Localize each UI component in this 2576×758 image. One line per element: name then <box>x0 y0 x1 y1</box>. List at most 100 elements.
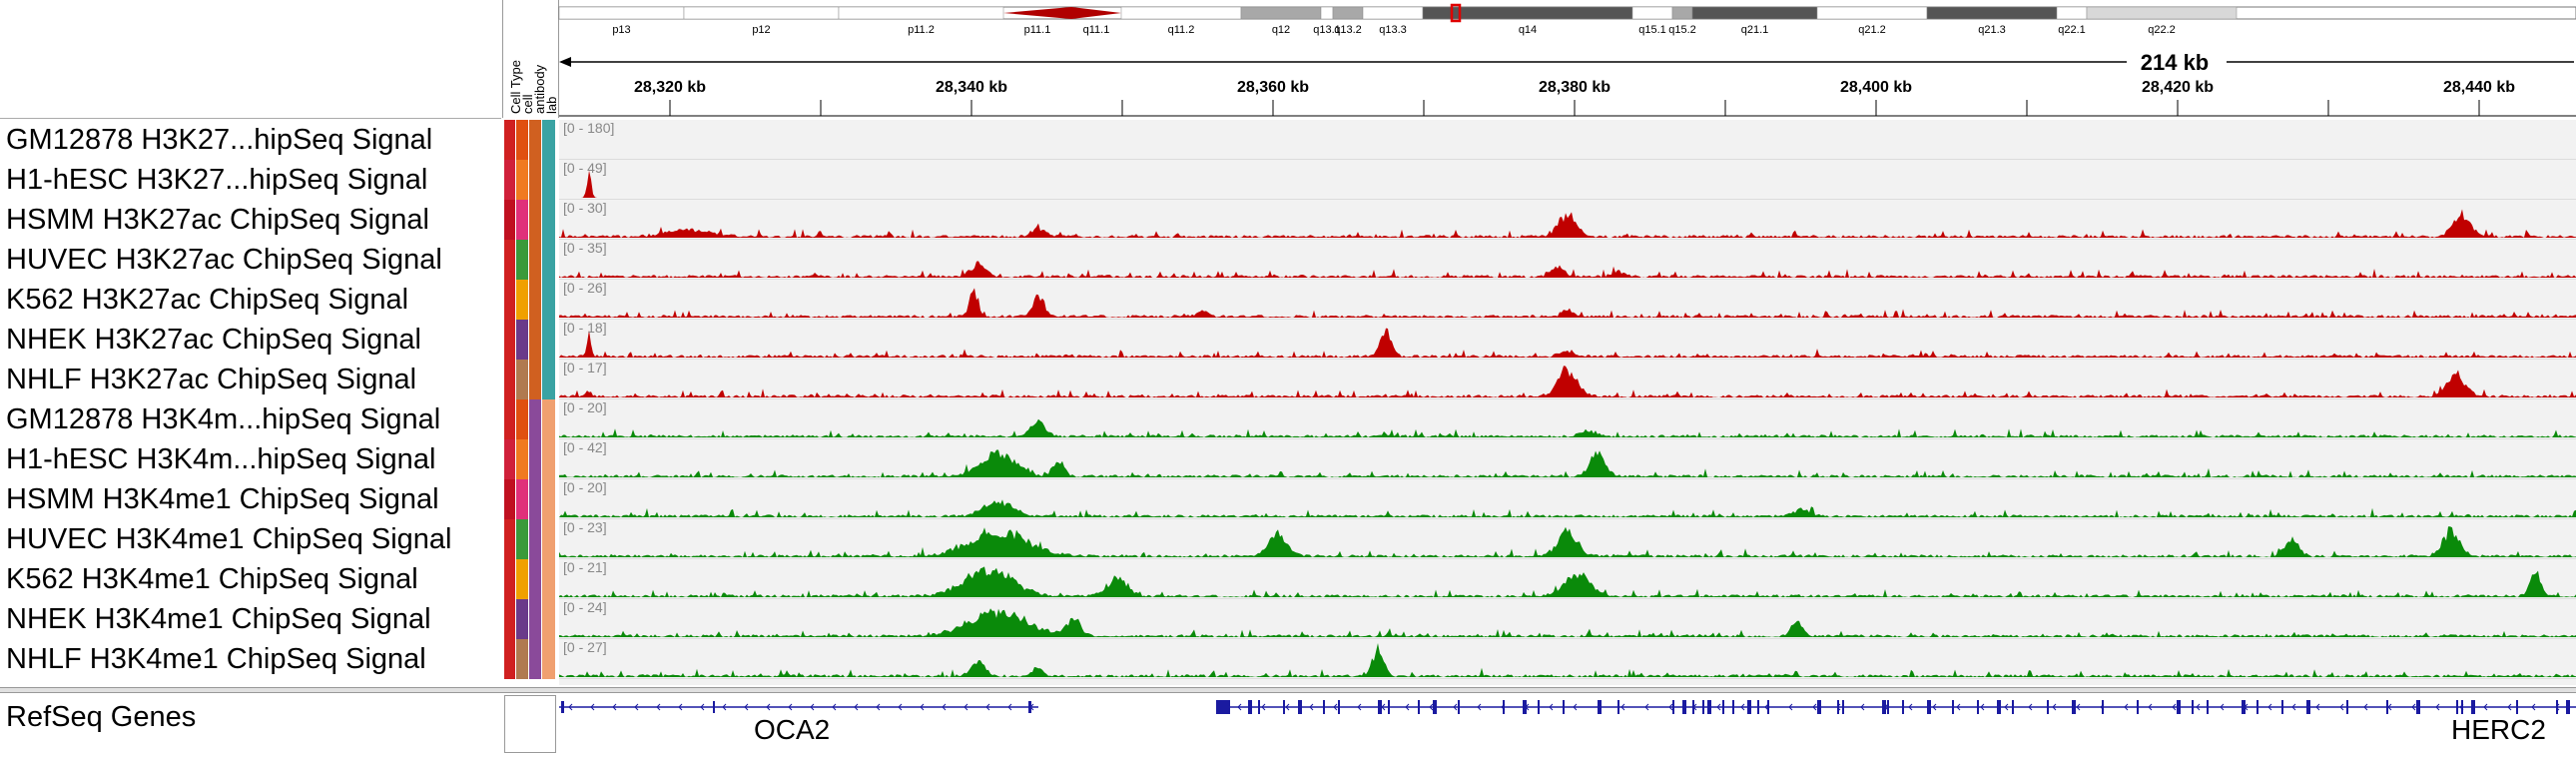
attribute-cell[interactable] <box>542 240 556 280</box>
band-q11.2[interactable] <box>1120 6 1242 20</box>
track-name-4[interactable]: K562 H3K27ac ChipSeq Signal <box>6 284 409 316</box>
attribute-cell[interactable] <box>529 399 542 439</box>
attribute-cell[interactable] <box>529 519 542 559</box>
track-name-6[interactable]: NHLF H3K27ac ChipSeq Signal <box>6 364 417 395</box>
attribute-cell[interactable] <box>504 639 516 679</box>
attribute-cell[interactable] <box>542 439 556 479</box>
band-q13.1[interactable] <box>1320 6 1334 20</box>
signal-track-2[interactable] <box>559 209 2576 240</box>
band-q21.2[interactable] <box>1816 6 1928 20</box>
signal-track-6[interactable] <box>559 366 2576 399</box>
attribute-cell[interactable] <box>542 200 556 240</box>
attribute-cell[interactable] <box>542 280 556 320</box>
band-q11.1[interactable] <box>1071 7 1121 19</box>
attribute-cell[interactable] <box>504 559 516 599</box>
attribute-cell[interactable] <box>516 120 529 160</box>
track-name-1[interactable]: H1-hESC H3K27...hipSeq Signal <box>6 164 428 196</box>
attribute-cell[interactable] <box>516 280 529 320</box>
attribute-cell[interactable] <box>529 320 542 360</box>
band-q21.3[interactable] <box>1926 6 2058 20</box>
attribute-cell[interactable] <box>542 399 556 439</box>
track-name-12[interactable]: NHEK H3K4me1 ChipSeq Signal <box>6 603 431 635</box>
signal-track-10[interactable] <box>559 526 2576 559</box>
band-p11.2[interactable] <box>838 6 1004 20</box>
attribute-cell[interactable] <box>529 479 542 519</box>
attribute-cell[interactable] <box>529 120 542 160</box>
attr-header-lab[interactable]: lab <box>544 96 559 114</box>
attribute-cell[interactable] <box>529 639 542 679</box>
track-name-7[interactable]: GM12878 H3K4m...hipSeq Signal <box>6 403 441 435</box>
band-q15.2[interactable] <box>1671 6 1693 20</box>
attribute-cell[interactable] <box>542 120 556 160</box>
track-name-8[interactable]: H1-hESC H3K4m...hipSeq Signal <box>6 443 436 475</box>
attribute-cell[interactable] <box>529 200 542 240</box>
refseq-gene-panel[interactable]: OCA2 HERC2 <box>559 693 2576 753</box>
track-name-10[interactable]: HUVEC H3K4me1 ChipSeq Signal <box>6 523 452 555</box>
track-name-9[interactable]: HSMM H3K4me1 ChipSeq Signal <box>6 483 439 515</box>
attribute-cell[interactable] <box>516 360 529 399</box>
attribute-cell[interactable] <box>516 240 529 280</box>
attribute-cell[interactable] <box>542 360 556 399</box>
band-q15.1[interactable] <box>1631 6 1673 20</box>
attribute-cell[interactable] <box>529 360 542 399</box>
attribute-cell[interactable] <box>529 280 542 320</box>
attribute-cell[interactable] <box>504 160 516 200</box>
attribute-cell[interactable] <box>529 160 542 200</box>
attribute-cell[interactable] <box>542 320 556 360</box>
attribute-cell[interactable] <box>542 639 556 679</box>
signal-track-12[interactable] <box>559 608 2576 639</box>
signal-track-7[interactable] <box>559 418 2576 439</box>
attribute-cell[interactable] <box>516 200 529 240</box>
attribute-cell[interactable] <box>516 439 529 479</box>
attribute-cell[interactable] <box>504 399 516 439</box>
attribute-cell[interactable] <box>516 519 529 559</box>
attribute-cell[interactable] <box>516 639 529 679</box>
attribute-cell[interactable] <box>516 479 529 519</box>
attribute-cell[interactable] <box>504 599 516 639</box>
band-q12[interactable] <box>1240 6 1322 20</box>
attribute-cell[interactable] <box>542 559 556 599</box>
attribute-cell[interactable] <box>504 280 516 320</box>
attribute-cell[interactable] <box>504 320 516 360</box>
panel-divider[interactable] <box>0 687 2576 693</box>
band-q21.1[interactable] <box>1691 6 1818 20</box>
attribute-cell[interactable] <box>504 120 516 160</box>
track-name-3[interactable]: HUVEC H3K27ac ChipSeq Signal <box>6 244 442 276</box>
signal-track-4[interactable] <box>559 288 2576 320</box>
attribute-cell[interactable] <box>504 200 516 240</box>
gene-herc2[interactable] <box>1216 700 2576 714</box>
band-p13[interactable] <box>558 6 685 20</box>
signal-track-13[interactable] <box>559 643 2576 679</box>
band-q22.1[interactable] <box>2056 6 2088 20</box>
track-name-5[interactable]: NHEK H3K27ac ChipSeq Signal <box>6 324 421 356</box>
signal-track-3[interactable] <box>559 261 2576 280</box>
attribute-cell[interactable] <box>529 439 542 479</box>
attribute-cell[interactable] <box>504 479 516 519</box>
track-name-0[interactable]: GM12878 H3K27...hipSeq Signal <box>6 124 433 156</box>
signal-track-5[interactable] <box>559 328 2576 360</box>
attribute-cell[interactable] <box>504 439 516 479</box>
attribute-cell[interactable] <box>529 599 542 639</box>
refseq-track-name[interactable]: RefSeq Genes <box>6 701 197 733</box>
signal-track-1[interactable] <box>559 170 2576 200</box>
attribute-cell[interactable] <box>504 360 516 399</box>
band-p11.1[interactable] <box>1003 7 1071 19</box>
attribute-cell[interactable] <box>542 519 556 559</box>
data-panel[interactable]: [0 - 180] [0 - 49] [0 - 30] [0 - 35] [0 - 26… <box>559 120 2576 685</box>
signal-track-9[interactable] <box>559 499 2576 519</box>
signal-track-8[interactable] <box>559 449 2576 479</box>
attribute-cell[interactable] <box>504 240 516 280</box>
band-q14[interactable] <box>1422 6 1633 20</box>
attribute-cell[interactable] <box>529 240 542 280</box>
attribute-cell[interactable] <box>516 559 529 599</box>
signal-track-0[interactable] <box>559 158 2576 160</box>
attribute-cell[interactable] <box>516 320 529 360</box>
track-name-2[interactable]: HSMM H3K27ac ChipSeq Signal <box>6 204 429 236</box>
track-name-11[interactable]: K562 H3K4me1 ChipSeq Signal <box>6 563 418 595</box>
signal-track-11[interactable] <box>559 566 2576 599</box>
attribute-cell[interactable] <box>504 519 516 559</box>
track-name-13[interactable]: NHLF H3K4me1 ChipSeq Signal <box>6 643 426 675</box>
attribute-cell[interactable] <box>542 479 556 519</box>
attribute-cell[interactable] <box>516 599 529 639</box>
attribute-cell[interactable] <box>542 599 556 639</box>
